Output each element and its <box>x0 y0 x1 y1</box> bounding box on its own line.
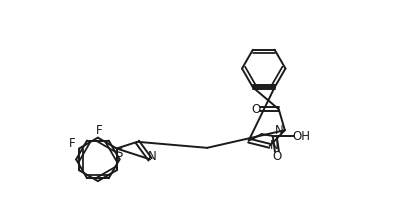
Text: S: S <box>115 147 122 160</box>
Text: O: O <box>251 103 260 116</box>
Text: N: N <box>275 124 284 137</box>
Text: F: F <box>69 137 75 150</box>
Text: O: O <box>272 150 281 163</box>
Text: N: N <box>270 139 279 152</box>
Text: F: F <box>96 125 102 138</box>
Text: OH: OH <box>292 130 310 143</box>
Text: N: N <box>148 150 157 163</box>
